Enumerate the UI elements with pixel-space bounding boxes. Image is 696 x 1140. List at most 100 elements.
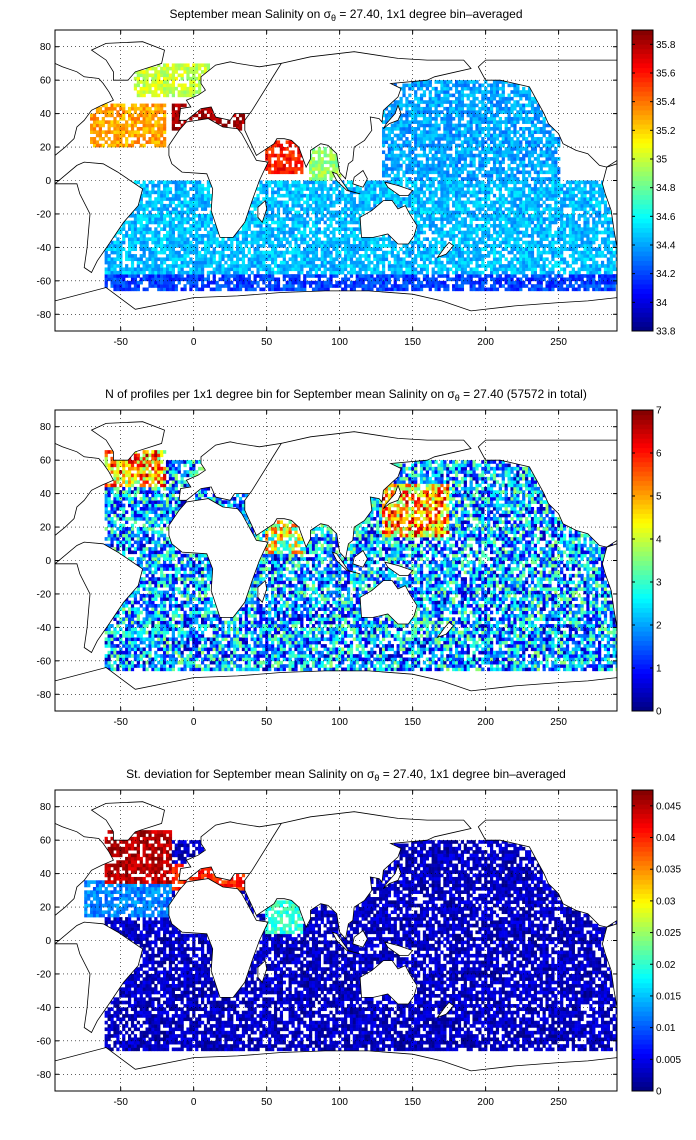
data-cell	[446, 106, 450, 111]
data-cell	[168, 73, 173, 78]
data-cell	[273, 280, 278, 285]
data-cell	[139, 73, 143, 78]
data-cell	[484, 247, 488, 252]
data-cell	[428, 120, 432, 124]
data-cell	[157, 210, 161, 215]
data-cell	[408, 270, 412, 275]
data-cell	[516, 217, 520, 221]
data-cell	[130, 143, 135, 148]
data-cell	[399, 183, 403, 188]
data-cell	[195, 200, 199, 205]
data-cell	[501, 157, 505, 161]
data-cell	[501, 106, 505, 111]
data-cell	[163, 274, 167, 278]
data-cell	[291, 250, 295, 255]
data-cell	[381, 284, 386, 288]
data-cell	[148, 130, 152, 134]
data-cell	[405, 110, 409, 114]
data-cell	[405, 183, 409, 188]
data-cell	[346, 254, 351, 258]
data-cell	[478, 210, 482, 215]
data-cell	[303, 287, 307, 292]
data-cell	[294, 257, 298, 262]
data-cell	[396, 177, 400, 181]
data-cell	[510, 197, 514, 201]
data-cell	[498, 254, 502, 258]
data-cell	[370, 187, 374, 191]
data-cell	[198, 190, 202, 195]
data-cell	[177, 183, 181, 188]
data-cell	[271, 143, 275, 148]
data-cell	[163, 180, 167, 185]
data-cell	[101, 103, 105, 108]
data-cell	[180, 86, 184, 91]
data-cell	[440, 200, 444, 205]
data-cell	[390, 137, 394, 141]
data-cell	[288, 280, 292, 285]
data-cell	[265, 150, 269, 155]
data-cell	[285, 190, 289, 195]
data-cell	[472, 280, 476, 285]
data-cell	[469, 280, 473, 285]
data-cell	[308, 274, 313, 278]
data-cell	[335, 254, 339, 258]
data-cell	[381, 240, 386, 245]
data-cell	[195, 270, 199, 275]
data-cell	[136, 76, 140, 81]
data-cell	[484, 187, 488, 191]
data-cell	[504, 197, 508, 201]
data-cell	[507, 106, 511, 111]
data-cell	[472, 187, 476, 191]
data-cell	[492, 247, 497, 252]
data-cell	[241, 254, 246, 258]
data-cell	[381, 187, 386, 191]
data-cell	[326, 187, 330, 191]
data-cell	[513, 237, 517, 241]
data-cell	[174, 260, 178, 265]
data-cell	[463, 264, 467, 268]
data-cell	[110, 260, 114, 265]
data-cell	[393, 254, 397, 258]
data-cell	[113, 116, 117, 121]
data-cell	[125, 130, 129, 134]
data-cell	[326, 217, 330, 221]
data-cell	[490, 100, 494, 104]
data-cell	[127, 106, 132, 111]
data-cell	[460, 210, 465, 215]
data-cell	[346, 187, 351, 191]
data-cell	[224, 247, 228, 252]
data-cell	[344, 197, 348, 201]
data-cell	[215, 260, 219, 265]
data-cell	[501, 130, 505, 134]
data-cell	[492, 244, 497, 248]
data-cell	[460, 96, 465, 101]
data-cell	[329, 210, 333, 215]
data-cell	[268, 163, 272, 168]
data-cell	[136, 210, 140, 215]
data-cell	[501, 110, 505, 114]
data-cell	[376, 247, 380, 252]
data-cell	[145, 183, 149, 188]
data-cell	[160, 130, 164, 134]
data-cell	[154, 76, 158, 81]
data-cell	[370, 280, 374, 285]
data-cell	[136, 237, 140, 241]
data-cell	[460, 143, 465, 148]
data-cell	[443, 86, 447, 91]
data-cell	[130, 116, 135, 121]
data-cell	[323, 147, 327, 151]
data-cell	[419, 120, 424, 124]
data-cell	[449, 113, 453, 118]
data-cell	[370, 180, 374, 185]
data-cell	[139, 113, 143, 118]
data-cell	[256, 280, 260, 285]
data-cell	[171, 73, 175, 78]
data-cell	[130, 106, 135, 111]
data-cell	[475, 227, 479, 231]
data-cell	[475, 173, 479, 178]
data-cell	[198, 197, 202, 201]
data-cell	[282, 284, 286, 288]
data-cell	[183, 63, 187, 68]
data-cell	[422, 116, 427, 121]
data-cell	[437, 96, 441, 101]
